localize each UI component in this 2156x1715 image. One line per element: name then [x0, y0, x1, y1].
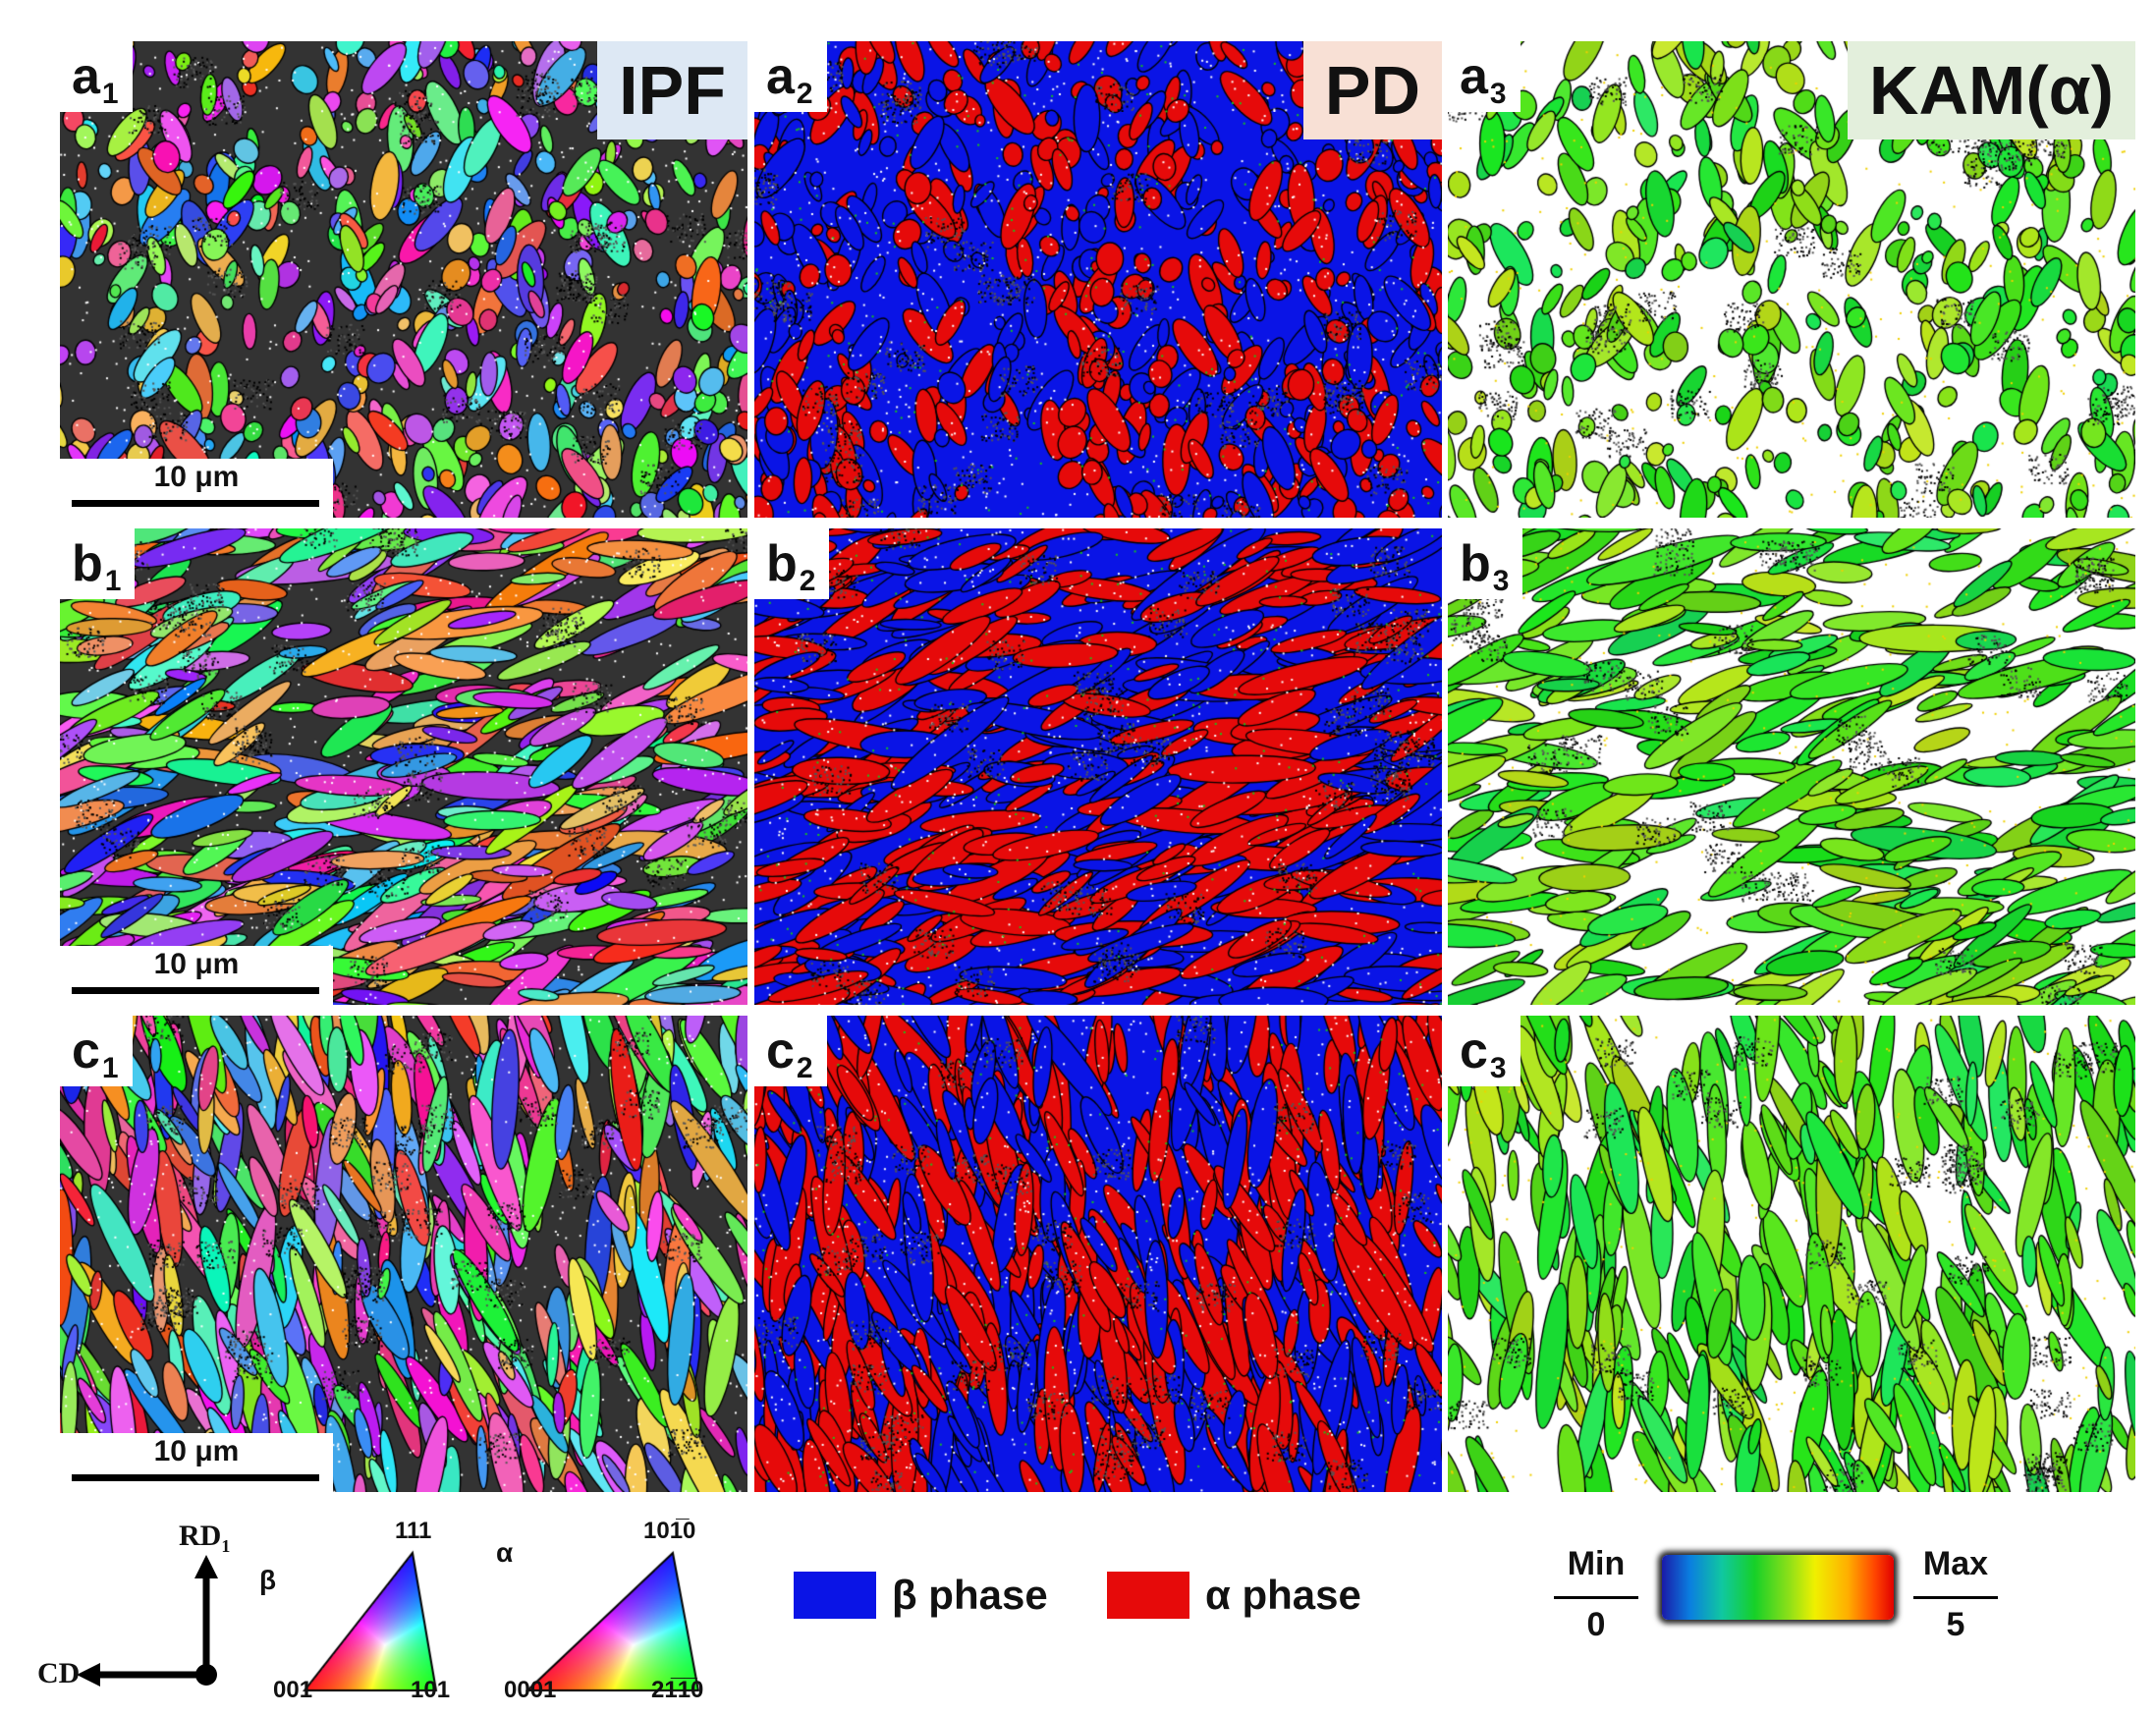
ipf-key-right: 101 — [411, 1677, 451, 1703]
ipf-map-b1: b1 10 μm — [60, 528, 747, 1005]
ipf-map-c1: c1 10 μm — [60, 1016, 747, 1492]
kam-map-image — [1448, 1016, 2135, 1492]
scale-bar: 10 μm — [60, 946, 333, 1005]
axis-label-vertical: RD1 — [179, 1520, 231, 1556]
scale-bar-line — [72, 987, 319, 994]
kam-map-image — [1448, 528, 2135, 1005]
map-type-tag: KAM(α) — [1847, 41, 2135, 139]
ipf-triangle-alpha — [525, 1547, 702, 1694]
ipf-key-right: 21̅1̅0 — [651, 1677, 704, 1703]
kam-max-value: 5 — [1946, 1606, 1965, 1643]
ipf-map-a1: a1 IPF 10 μm — [60, 41, 747, 518]
phase-map-image — [754, 528, 1442, 1005]
panel-label: c2 — [754, 1016, 827, 1086]
ipf-key-symbol: α — [496, 1537, 514, 1568]
phase-map-image — [754, 1016, 1442, 1492]
phase-map-c2: c2 — [754, 1016, 1442, 1492]
fraction-line — [1913, 1596, 1998, 1599]
legend-swatch — [794, 1572, 876, 1619]
ipf-key-alpha: α 101̅0 0001 21̅1̅0 — [496, 1518, 732, 1704]
kam-colorbar-legend: Min 0 Max 5 — [1552, 1545, 2004, 1663]
axes-arrows-icon — [77, 1555, 218, 1687]
ipf-map-image — [60, 528, 747, 1005]
legend-label: α phase — [1205, 1572, 1361, 1618]
scale-bar: 10 μm — [60, 459, 333, 518]
scale-bar: 10 μm — [60, 1433, 333, 1492]
ipf-key-top: 101̅0 — [643, 1518, 696, 1544]
panel-label: a2 — [754, 41, 827, 112]
ipf-key-top: 111 — [395, 1518, 432, 1544]
kam-gradient-bar — [1662, 1555, 1894, 1620]
ipf-map-image — [60, 1016, 747, 1492]
ipf-key-beta: β 111 001 101 — [255, 1518, 462, 1704]
legend-beta-phase: β phase — [794, 1572, 1088, 1621]
fraction-line — [1554, 1596, 1638, 1599]
panel-label: b2 — [754, 528, 830, 599]
kam-map-a3: a3 KAM(α) — [1448, 41, 2135, 518]
ipf-triangle-beta — [303, 1547, 440, 1694]
scale-bar-line — [72, 500, 319, 507]
sample-axes: RD1 CD — [37, 1520, 236, 1704]
scale-bar-label: 10 μm — [153, 1435, 240, 1467]
legend-label: β phase — [892, 1572, 1048, 1618]
map-type-tag: PD — [1302, 41, 1442, 139]
ipf-key-left: 001 — [273, 1677, 313, 1703]
scale-bar-label: 10 μm — [153, 461, 240, 493]
panel-label: b1 — [60, 528, 136, 599]
kam-min-value: 0 — [1586, 1606, 1606, 1643]
legend-alpha-phase: α phase — [1107, 1572, 1402, 1621]
phase-map-a2: a2 PD — [754, 41, 1442, 518]
kam-min-label: Min — [1567, 1545, 1626, 1582]
ipf-key-left: 0001 — [504, 1677, 557, 1703]
kam-max-label: Max — [1922, 1545, 1989, 1582]
axis-label-horizontal: CD — [37, 1657, 81, 1689]
panel-label: a1 — [60, 41, 133, 112]
legend-swatch — [1107, 1572, 1189, 1619]
kam-map-b3: b3 — [1448, 528, 2135, 1005]
panel-label: c3 — [1448, 1016, 1520, 1086]
scale-bar-line — [72, 1474, 319, 1481]
phase-map-b2: b2 — [754, 528, 1442, 1005]
scale-bar-label: 10 μm — [153, 948, 240, 980]
kam-map-c3: c3 — [1448, 1016, 2135, 1492]
map-type-tag: IPF — [597, 41, 747, 139]
panel-label: b3 — [1448, 528, 1523, 599]
panel-label: c1 — [60, 1016, 133, 1086]
ipf-key-symbol: β — [259, 1565, 277, 1595]
panel-label: a3 — [1448, 41, 1520, 112]
